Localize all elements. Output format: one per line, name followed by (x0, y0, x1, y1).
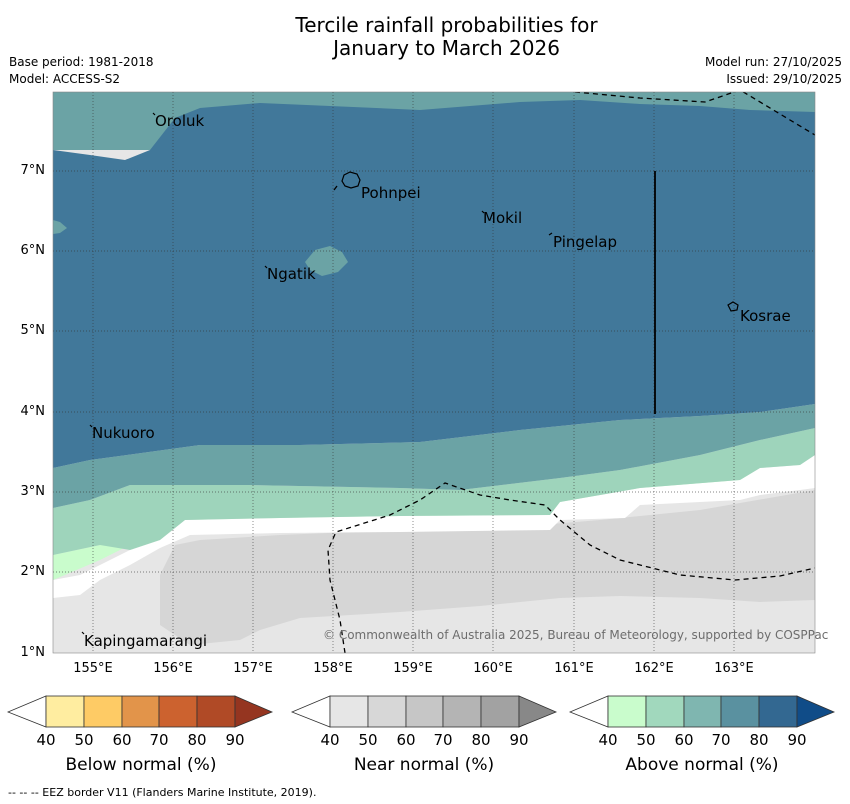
pohnpei-island (341, 171, 361, 189)
below-swatch-60 (121, 695, 160, 728)
model-run: Model run: 27/10/2025 (704, 55, 842, 69)
copyright-notice: © Commonwealth of Australia 2025, Bureau… (323, 628, 829, 642)
above-swatch-60 (683, 695, 722, 728)
near-swatch-50 (367, 695, 407, 728)
place-mokil: Mokil (483, 209, 523, 227)
atoll-marks (81, 112, 553, 635)
white-strip (53, 455, 815, 598)
near-swatch-80 (480, 695, 520, 728)
colorbar-above (568, 695, 836, 728)
lat-tick-3n: 3°N (20, 484, 46, 499)
meta-right: Model run: 27/10/2025 Issued: 29/10/2025 (705, 54, 842, 88)
lon-tick-162e: 162°E (634, 661, 674, 676)
place-oroluk: Oroluk (155, 112, 205, 130)
kosrae-island (727, 301, 739, 312)
place-pingelap: Pingelap (553, 233, 618, 251)
above-tick-80: 80 (749, 731, 769, 749)
lon-tick-156e: 156°E (153, 661, 193, 676)
eez-legend-footer: -- -- -- EEZ border V11 (Flanders Marine… (8, 786, 317, 799)
above-swatch-40 (607, 695, 647, 728)
eez-border-north (574, 92, 815, 136)
place-kapingamarangi: Kapingamarangi (84, 632, 208, 650)
above-70-region (53, 100, 815, 468)
colorbar-below-label: Below normal (%) (65, 755, 217, 775)
above-60-band (53, 404, 815, 508)
near-swatch-40 (329, 695, 369, 728)
place-ngatik: Ngatik (267, 265, 316, 283)
map-title: Tercile rainfall probabilities for Janua… (0, 14, 850, 60)
near-lower-triangle (290, 695, 331, 728)
lat-tick-2n: 2°N (20, 564, 46, 579)
near-tick-70: 70 (433, 731, 453, 749)
colorbar-below (6, 695, 274, 728)
below-tick-90: 90 (225, 731, 245, 749)
eez-border-pohnpei (333, 185, 338, 191)
near-50-region (160, 490, 815, 645)
eez-border-south (327, 482, 815, 653)
lon-tick-155e: 155°E (73, 661, 113, 676)
lon-tick-160e: 160°E (473, 661, 513, 676)
below-tick-80: 80 (187, 731, 207, 749)
above-tick-70: 70 (711, 731, 731, 749)
place-kosrae: Kosrae (740, 307, 791, 325)
near-tick-90: 90 (509, 731, 529, 749)
above-swatch-80 (758, 695, 798, 728)
above-tick-90: 90 (787, 731, 807, 749)
lat-tick-1n: 1°N (20, 645, 46, 660)
map-frame (52, 91, 816, 654)
colorbar-near-label: Near normal (%) (353, 755, 495, 775)
below-lower-triangle (6, 695, 47, 728)
lon-tick-163e: 163°E (714, 661, 754, 676)
below-swatch-70 (158, 695, 198, 728)
lon-tick-158e: 158°E (313, 661, 353, 676)
issued-date: Issued: 29/10/2025 (726, 72, 842, 86)
near-tick-60: 60 (396, 731, 416, 749)
lon-tick-157e: 157°E (233, 661, 273, 676)
above-lower-triangle (568, 695, 609, 728)
place-nukuoro: Nukuoro (92, 424, 155, 442)
colorbar-above-label: Above normal (%) (625, 755, 779, 775)
below-tick-40: 40 (36, 731, 56, 749)
below-swatch-50 (83, 695, 123, 728)
above-swatch-50 (645, 695, 685, 728)
near-tick-40: 40 (320, 731, 340, 749)
meta-left: Base period: 1981-2018 Model: ACCESS-S2 (9, 54, 154, 88)
below-tick-50: 50 (74, 731, 94, 749)
lon-tick-159e: 159°E (393, 661, 433, 676)
near-tick-80: 80 (471, 731, 491, 749)
title-line-2: January to March 2026 (333, 36, 560, 60)
above-tick-50: 50 (636, 731, 656, 749)
near-swatch-70 (442, 695, 482, 728)
near-swatch-60 (405, 695, 444, 728)
place-pohnpei: Pohnpei (361, 184, 421, 202)
base-period: Base period: 1981-2018 (9, 55, 154, 69)
lon-tick-161e: 161°E (554, 661, 594, 676)
below-tick-60: 60 (112, 731, 132, 749)
near-tick-50: 50 (358, 731, 378, 749)
below-tick-70: 70 (149, 731, 169, 749)
eez-borders (327, 92, 815, 653)
above-tick-40: 40 (598, 731, 618, 749)
below-swatch-40 (45, 695, 85, 728)
below-swatch-80 (196, 695, 236, 728)
lat-tick-7n: 7°N (20, 163, 46, 178)
above-50-band (53, 428, 815, 555)
map-area (53, 92, 815, 653)
above-swatch-70 (720, 695, 760, 728)
title-line-1: Tercile rainfall probabilities for (295, 13, 598, 37)
below-upper-triangle (234, 695, 274, 728)
colorbar-near (290, 695, 558, 728)
lat-tick-5n: 5°N (20, 323, 46, 338)
above-upper-triangle (796, 695, 836, 728)
model-name: Model: ACCESS-S2 (9, 72, 121, 86)
above-60-blob-ngatik (305, 246, 348, 276)
lat-tick-6n: 6°N (20, 243, 46, 258)
near-upper-triangle (518, 695, 558, 728)
above-tick-60: 60 (674, 731, 694, 749)
lat-tick-4n: 4°N (20, 404, 46, 419)
gridlines (53, 92, 815, 653)
above-60-blob-west (53, 220, 67, 234)
